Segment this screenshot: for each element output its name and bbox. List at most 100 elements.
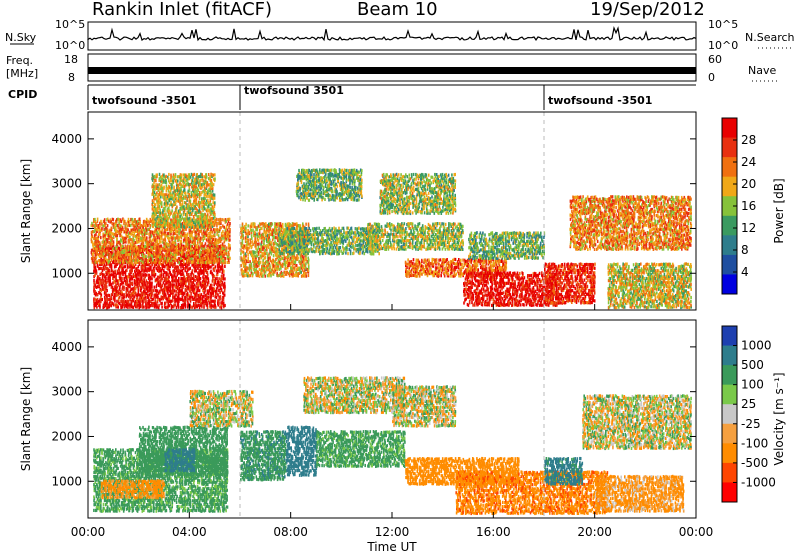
- power-cell: [204, 285, 206, 289]
- power-cell: [132, 305, 135, 309]
- power-cell: [102, 303, 105, 307]
- power-cell: [95, 291, 98, 295]
- power-cell: [142, 269, 145, 273]
- power-cell: [120, 224, 123, 228]
- power-cell: [192, 291, 195, 295]
- power-cell: [127, 275, 129, 279]
- power-cell: [140, 266, 143, 270]
- power-cell: [183, 181, 186, 185]
- power-cell: [122, 272, 124, 277]
- power-cell: [156, 246, 159, 250]
- power-cell: [148, 282, 151, 286]
- power-cell: [124, 299, 127, 304]
- power-cell: [177, 287, 180, 291]
- power-cell: [174, 252, 176, 256]
- power-cell: [275, 236, 277, 240]
- power-cell: [204, 275, 207, 279]
- power-cell: [166, 277, 168, 281]
- power-cell: [151, 263, 153, 267]
- power-cell: [113, 256, 115, 260]
- power-cell: [174, 297, 176, 301]
- power-cell: [129, 247, 132, 251]
- power-cell: [127, 291, 130, 295]
- power-cell: [247, 266, 249, 270]
- power-cell: [199, 263, 202, 267]
- power-cell: [102, 240, 104, 244]
- power-cell: [204, 281, 206, 285]
- power-cell: [132, 229, 134, 233]
- power-cell: [172, 242, 175, 246]
- power-cell: [150, 267, 152, 271]
- power-cell: [133, 252, 136, 256]
- power-cell: [214, 173, 216, 177]
- power-cell: [156, 191, 158, 195]
- power-cell: [181, 226, 184, 230]
- power-cell: [213, 218, 216, 223]
- power-cell: [127, 293, 129, 297]
- power-cell: [161, 289, 164, 293]
- power-cell: [213, 287, 216, 291]
- power-cell: [133, 287, 136, 291]
- power-cell: [102, 305, 104, 309]
- power-cell: [178, 261, 181, 265]
- power-cell: [219, 305, 221, 309]
- power-cell: [121, 249, 124, 253]
- power-cell: [176, 271, 179, 275]
- power-cell: [109, 263, 111, 267]
- power-cell: [203, 175, 205, 179]
- power-cell: [160, 257, 162, 261]
- power-cell: [114, 222, 117, 226]
- power-cell: [126, 275, 128, 279]
- power-cell: [116, 256, 118, 260]
- power-cell: [131, 252, 133, 256]
- power-cell: [94, 236, 96, 240]
- power-cell: [118, 220, 120, 224]
- power-cell: [124, 303, 127, 307]
- power-cell: [99, 297, 101, 302]
- power-cell: [150, 293, 152, 297]
- power-cell: [114, 269, 116, 273]
- power-cell: [214, 265, 217, 269]
- power-cell: [179, 218, 181, 222]
- power-cell: [175, 282, 177, 287]
- power-cell: [129, 285, 131, 289]
- power-cell: [99, 291, 101, 295]
- power-cell: [176, 279, 179, 283]
- power-cell: [114, 280, 116, 285]
- power-cell: [93, 301, 95, 305]
- power-cell: [178, 226, 180, 230]
- power-cell: [165, 305, 167, 309]
- power-cell: [185, 262, 187, 266]
- power-cell: [131, 258, 133, 263]
- power-cell: [145, 238, 148, 242]
- power-cell: [91, 258, 94, 262]
- power-cell: [145, 217, 148, 221]
- power-cell: [152, 273, 155, 277]
- power-cell: [166, 271, 168, 275]
- power-cell: [126, 249, 129, 253]
- power-cell: [156, 300, 159, 304]
- power-cell: [187, 303, 189, 308]
- power-cell: [94, 242, 96, 246]
- power-cell: [93, 278, 95, 283]
- power-cell: [207, 295, 210, 299]
- power-cell: [137, 232, 139, 236]
- power-cell: [95, 254, 98, 259]
- power-cell: [219, 283, 221, 287]
- power-cell: [242, 250, 245, 254]
- power-cell: [130, 287, 132, 291]
- power-cell: [166, 232, 169, 236]
- power-cell: [181, 221, 184, 226]
- power-cell: [126, 268, 128, 272]
- power-cell: [95, 247, 97, 251]
- power-cell: [154, 299, 157, 303]
- power-cell: [133, 246, 136, 250]
- power-cell: [175, 293, 178, 297]
- power-cell: [122, 227, 124, 232]
- power-cell: [149, 248, 152, 252]
- power-cell: [164, 244, 167, 249]
- power-cell: [223, 218, 225, 222]
- power-cell: [104, 254, 107, 259]
- power-cell: [222, 230, 224, 234]
- power-cell: [117, 226, 120, 230]
